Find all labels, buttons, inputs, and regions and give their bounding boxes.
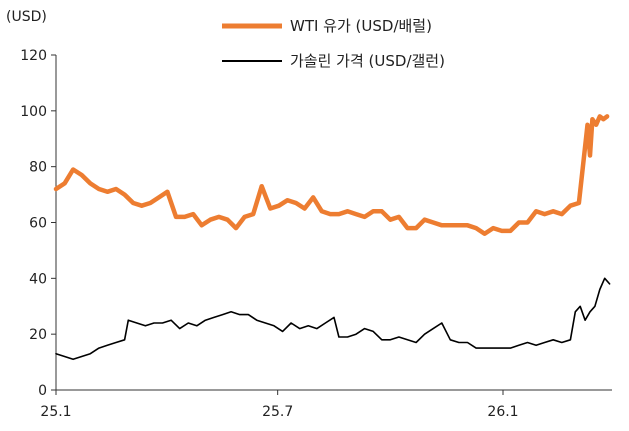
y-tick-label: 40	[29, 271, 47, 287]
wti-price-line	[53, 114, 610, 236]
y-tick-label: 120	[20, 48, 47, 64]
x-tick-label: 25.1	[40, 404, 71, 420]
gasoline-price-line	[55, 277, 611, 361]
series-layer	[53, 114, 611, 361]
y-tick-label: 60	[29, 216, 47, 232]
y-tick-label: 0	[38, 383, 47, 399]
legend: WTI 유가 (USD/배럴) 가솔린 가격 (USD/갤런)	[222, 17, 445, 70]
x-tick-label: 25.7	[262, 404, 293, 420]
y-tick-label: 80	[29, 160, 47, 176]
legend-label-gasoline: 가솔린 가격 (USD/갤런)	[290, 52, 445, 70]
x-axis: 25.1 25.7 26.1	[40, 389, 612, 420]
legend-label-wti: WTI 유가 (USD/배럴)	[290, 17, 432, 35]
y-axis: 0 20 40 60 80 100 120	[20, 48, 57, 399]
x-tick-label: 26.1	[487, 404, 518, 420]
y-tick-label: 20	[29, 327, 47, 343]
y-axis-unit-label: (USD)	[6, 9, 47, 25]
y-tick-label: 100	[20, 104, 47, 120]
